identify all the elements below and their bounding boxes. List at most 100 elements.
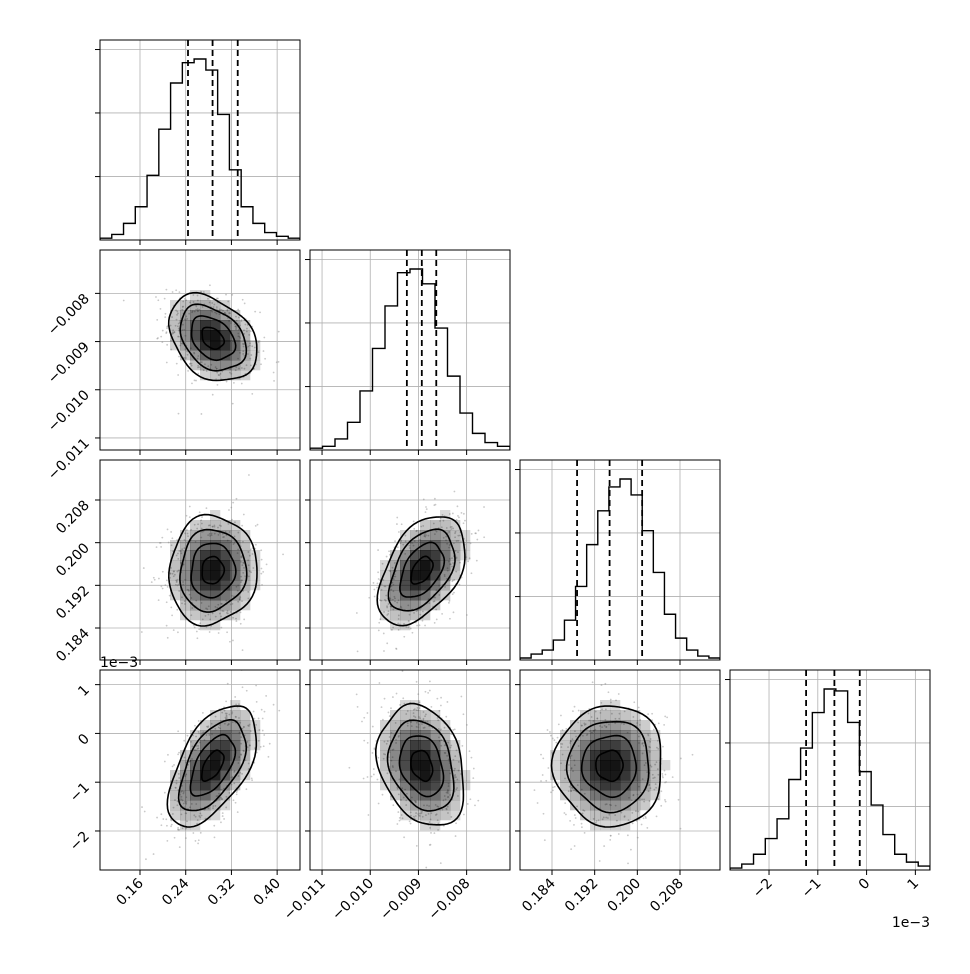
scatter-point <box>389 553 391 556</box>
scatter-point <box>560 714 562 717</box>
scatter-point <box>472 777 475 780</box>
scatter-point <box>666 716 669 719</box>
density-cell <box>190 360 201 371</box>
scatter-point <box>576 784 579 787</box>
density-cell <box>450 790 461 801</box>
scatter-point <box>378 682 381 684</box>
scatter-point <box>451 512 454 515</box>
scatter-point <box>642 745 645 747</box>
scatter-point <box>182 581 184 583</box>
scatter-point <box>412 712 415 715</box>
density-cell <box>200 800 211 811</box>
density-panel-1-2 <box>95 249 301 455</box>
scatter-point <box>177 569 180 572</box>
scatter-point <box>242 726 245 729</box>
scatter-point <box>178 846 181 849</box>
y-tick-label: −0.008 <box>45 291 93 339</box>
density-cell <box>190 750 201 761</box>
scatter-point <box>409 822 412 825</box>
scatter-point <box>547 767 550 769</box>
scatter-point <box>176 539 179 541</box>
density-cell <box>180 600 191 611</box>
scatter-point <box>582 734 584 737</box>
scatter-point <box>653 776 656 779</box>
scatter-point <box>188 312 191 315</box>
density-cell <box>210 340 221 351</box>
contour-level-1 <box>595 749 624 783</box>
scatter-point <box>363 716 366 719</box>
scatter-point <box>178 777 181 779</box>
scatter-point <box>180 795 183 798</box>
scatter-point <box>244 759 247 762</box>
scatter-point <box>452 729 455 731</box>
scatter-point <box>401 670 404 672</box>
scatter-point <box>451 580 454 583</box>
density-cell <box>240 550 251 561</box>
density-cell <box>550 760 561 771</box>
density-cell <box>380 610 391 621</box>
scatter-point <box>180 813 183 816</box>
scatter-point <box>248 723 251 726</box>
scatter-point <box>630 848 632 851</box>
scatter-point <box>234 801 237 804</box>
grid-lines <box>310 250 510 450</box>
scatter-point <box>209 367 212 370</box>
density-cell <box>440 740 451 751</box>
density-cell <box>210 610 221 621</box>
scatter-point <box>415 610 418 613</box>
density-cell <box>580 810 591 821</box>
scatter-point <box>412 708 415 711</box>
scatter-point <box>408 613 411 616</box>
scatter-point <box>183 357 186 359</box>
density-cell <box>240 320 251 331</box>
scatter-point <box>184 775 187 778</box>
density-cell <box>240 720 251 731</box>
density-cell <box>620 780 631 791</box>
scatter-point <box>268 742 271 745</box>
scatter-point <box>380 583 383 586</box>
grid-lines <box>100 250 300 450</box>
density-cell <box>200 330 211 341</box>
x-tick-label: 0.200 <box>604 876 644 916</box>
scatter-point <box>190 614 193 617</box>
density-cell <box>190 300 201 311</box>
scatter-point <box>588 719 591 722</box>
scatter-point <box>644 815 647 818</box>
scatter-point <box>457 534 460 537</box>
scatter-point <box>390 759 393 762</box>
axes-frame <box>99 249 301 451</box>
scatter-point <box>389 605 392 608</box>
density-cell <box>400 530 411 541</box>
scatter-point <box>215 367 218 370</box>
scatter-point <box>415 725 418 728</box>
scatter-point <box>475 559 478 562</box>
scatter-point <box>455 540 458 542</box>
scatter-point <box>177 631 179 634</box>
density-cell <box>410 730 421 741</box>
scatter-point <box>448 544 451 546</box>
scatter-point <box>453 775 456 777</box>
density-cell <box>570 780 581 791</box>
scatter-point <box>225 715 228 718</box>
scatter-point <box>215 367 218 370</box>
scatter-point <box>195 803 198 805</box>
scatter-point <box>240 753 242 756</box>
scatter-point <box>235 326 238 329</box>
scatter-point <box>217 726 220 729</box>
scatter-point <box>570 848 573 851</box>
density-cell <box>430 780 441 791</box>
scatter-point <box>250 354 253 356</box>
x-tick-label: −0.009 <box>377 876 425 924</box>
scatter-point <box>569 757 572 760</box>
scatter-point <box>253 346 256 349</box>
density-cell <box>410 780 421 791</box>
scatter-point <box>242 513 245 516</box>
scatter-point <box>216 297 218 300</box>
density-cell <box>580 710 591 721</box>
scatter-point <box>408 547 411 549</box>
scatter-point <box>178 291 181 294</box>
scatter-point <box>424 715 426 718</box>
scatter-point <box>228 713 231 716</box>
density-cell <box>630 730 641 741</box>
scatter-point <box>254 524 257 527</box>
